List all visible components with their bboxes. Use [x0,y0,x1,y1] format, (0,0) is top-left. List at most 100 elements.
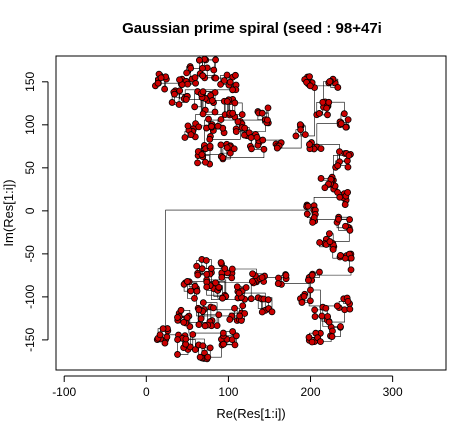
prime-point [204,353,212,361]
prime-point [303,210,311,218]
prime-point [199,64,206,72]
prime-point [182,335,190,343]
prime-point [191,346,199,354]
prime-point [211,108,219,116]
prime-point [231,304,238,312]
prime-point [346,216,353,223]
x-tick-label: 200 [301,385,321,399]
prime-point [347,254,355,262]
prime-point [184,80,192,88]
prime-point [168,99,176,106]
path-segment [204,119,268,146]
prime-point [297,126,304,134]
prime-point [273,144,281,152]
path-segment [313,196,340,206]
prime-point [220,340,227,348]
chart-title: Gaussian prime spiral (seed : 98+47i [122,20,382,37]
prime-point [182,95,190,103]
path-segment [206,279,227,297]
prime-point [191,103,199,111]
prime-point [183,69,191,77]
prime-point [175,101,183,108]
y-tick-label: 0 [23,207,37,214]
prime-point [171,90,178,98]
prime-point [301,131,309,139]
prime-point [174,351,181,358]
prime-point [189,331,197,338]
prime-point [219,154,227,162]
prime-point [219,329,227,337]
prime-point [193,287,201,295]
path-segment [187,281,226,296]
prime-point [318,312,326,320]
prime-point [329,246,337,253]
prime-point [306,141,313,148]
prime-point [242,284,250,291]
prime-point [193,262,201,270]
prime-point [323,104,331,112]
prime-point [247,295,255,303]
prime-point [321,184,329,192]
prime-point [341,201,349,208]
prime-point [213,322,221,330]
prime-point [311,313,319,320]
path-segment [188,316,224,334]
prime-point [340,110,348,118]
prime-point [210,66,218,74]
prime-point [163,333,171,341]
y-tick-label: -150 [23,328,37,352]
path-segment [316,123,342,147]
prime-point [191,74,199,81]
prime-point [202,257,210,264]
prime-point [199,72,207,80]
prime-point [333,302,341,310]
x-axis: -100 0 100 200 300 [52,375,403,399]
prime-point [212,279,219,287]
prime-point [306,297,314,305]
prime-point [264,104,272,112]
prime-point [157,74,165,82]
prime-point [219,294,226,302]
y-tick-label: -50 [23,245,37,263]
prime-point [199,342,207,350]
prime-point [226,78,234,86]
plot-frame [55,55,447,371]
prime-point [217,259,225,266]
prime-point [337,323,344,330]
prime-point [298,299,306,306]
prime-point [317,338,324,346]
prime-point [316,268,323,276]
prime-point [196,56,203,64]
prime-point [232,128,240,136]
prime-point [275,274,282,282]
prime-point [174,336,181,343]
prime-point [334,162,342,170]
prime-point [206,135,214,143]
prime-point [187,64,195,72]
prime-point [226,316,234,323]
prime-point [337,120,345,128]
prime-point [324,111,331,119]
path-segment [277,125,302,149]
prime-point [344,163,352,171]
prime-point [311,306,319,314]
prime-point [184,122,192,130]
prime-point [161,85,169,93]
prime-point [305,333,313,341]
x-tick-label: -100 [52,385,76,399]
prime-point [248,277,256,285]
prime-point [214,122,222,130]
prime-point [334,84,342,91]
prime-point [235,289,243,297]
prime-point [247,134,255,141]
y-axis-label: Im(Res[1:i]) [1,179,16,246]
prime-point [203,283,211,291]
prime-point [347,266,355,274]
prime-point [220,77,228,84]
prime-point [176,87,184,95]
prime-point [268,308,276,316]
prime-point [342,123,350,131]
prime-point [264,296,272,304]
prime-point [260,145,268,153]
prime-point [304,276,312,284]
